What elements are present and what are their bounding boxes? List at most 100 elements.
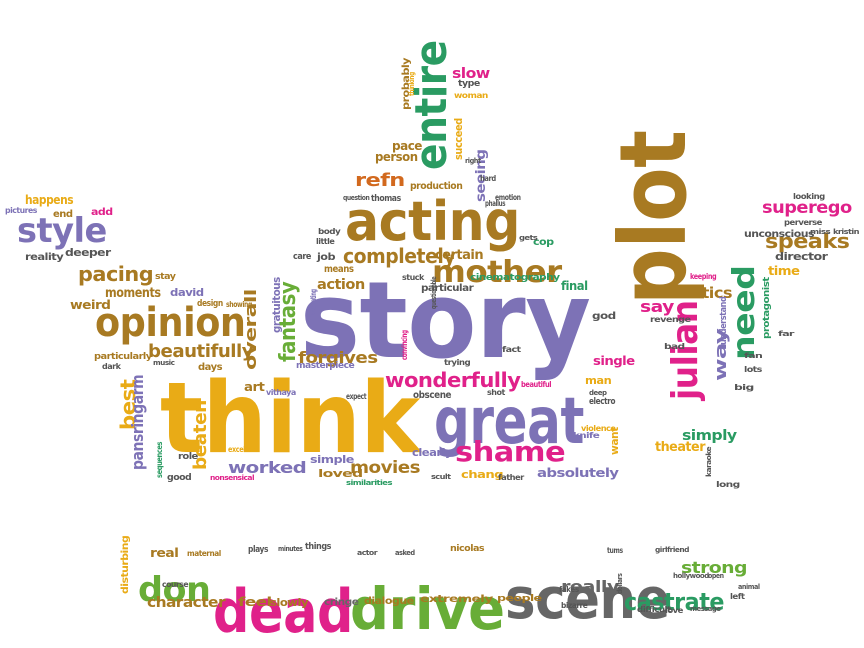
word-chang: chang [461,468,504,481]
word-great: great [434,385,585,459]
word-production: production [410,181,463,192]
word-person: person [375,150,418,164]
word-trying: trying [444,358,471,367]
word-opinion: opinion [95,300,246,346]
word-message: message [690,605,721,613]
word-nicolas: nicolas [450,544,485,554]
word-girlfriend: girlfriend [655,546,689,554]
word-deep: deep [589,389,607,397]
word-theater: theater [655,440,705,455]
word-knife: knife [573,431,600,440]
word-open: open [708,572,724,580]
word-vithaya: vithaya [266,388,296,397]
word-care: care [293,252,311,262]
word-castrate: castrate [624,588,724,616]
word-woman: woman [454,91,488,100]
word-music: music [153,359,175,367]
word-bad: bad [664,342,685,351]
word-job: job [317,252,336,263]
word-actor: actor [357,549,378,557]
word-movies: movies [350,458,420,478]
word-add: add [91,207,113,218]
word-showing: showing [226,300,253,309]
word-asked: asked [395,549,415,557]
word-excellent: excellent [228,445,258,454]
word-david: david [170,286,204,299]
word-shot: shot [487,388,505,397]
word-particular: particular [421,283,474,294]
word-similarities: similarities [346,479,393,487]
word-minutes: minutes [278,545,303,553]
word-karaoke: karaoke [705,446,713,477]
word-disturbing: disturbing [120,535,131,594]
word-dollars: dollars [616,573,624,594]
word-good: good [167,473,192,483]
word-pace: pace [392,139,422,153]
word-questionable: questionable [430,276,438,309]
word-emotion: emotion [495,193,521,202]
word-refn: refn [355,170,405,191]
word-expect: expect [346,392,367,401]
word-days: days [198,362,223,373]
word-maternal: maternal [187,549,221,558]
word-real: real [150,546,179,560]
word-slow: slow [452,66,490,82]
word-fan: fan [744,352,763,360]
word-pacing: pacing [78,262,154,286]
word-simple: simple [310,453,354,466]
word-final: final [561,279,588,293]
word-nonsensical: nonsensical [210,474,255,482]
word-revenge: revenge [650,315,691,324]
word-keeping: keeping [690,272,717,281]
word-reality: reality [25,252,64,263]
word-completely: completely [343,244,456,268]
word-dark: dark [102,362,121,371]
word-right: right [465,157,481,165]
word-question: question [343,194,370,202]
word-long: long [716,480,740,489]
word-wonderfully: wonderfully [385,368,521,392]
word-little: little [316,237,335,246]
word-stay: stay [155,272,176,282]
word-feel: feel [238,595,272,609]
word-superego: superego [762,198,852,218]
word-deeper: deeper [65,246,111,259]
word-single: single [593,354,635,368]
word-story: story [300,259,591,382]
word-speaks: speaks [765,229,850,253]
word-course: course [162,580,189,589]
word-obscene: obscene [413,390,452,401]
word-succeed: succeed [452,118,465,160]
word-looking: looking [793,192,825,201]
word-shame: shame [455,435,566,468]
word-gratuitous: gratuitous [270,277,283,333]
word-type: type [458,79,480,89]
word-hard: hard [480,174,496,183]
word-don: don [138,570,211,610]
word-acting: acting [345,190,520,253]
word-far: far [778,330,794,338]
word-beautiful: beautiful [521,380,552,389]
word-animal: animal [738,583,760,591]
word-protagonist: protagonist [762,277,772,339]
word-dialogue: dialogue [364,596,414,607]
word-time: time [768,264,800,278]
word-violence: violence [581,424,616,433]
word-particularly: particularly [94,352,152,362]
word-design: design [197,299,223,309]
word-sequences: sequences [155,441,164,478]
word-understand: understand [719,296,729,345]
word-bizarre: bizarre [561,601,588,610]
word-clearly: clearly [412,446,453,459]
word-electro: electro [589,397,616,407]
word-fakes: fakes [559,585,579,594]
word-tums: tums [607,546,623,555]
word-style: style [17,211,107,251]
word-means: means [324,264,354,275]
word-mother: mother [432,255,562,290]
word-stuck: stuck [402,273,424,282]
word-end: end [53,209,73,220]
word-phallus: phallus [485,199,506,208]
word-beautifully: beautifully [148,341,254,362]
